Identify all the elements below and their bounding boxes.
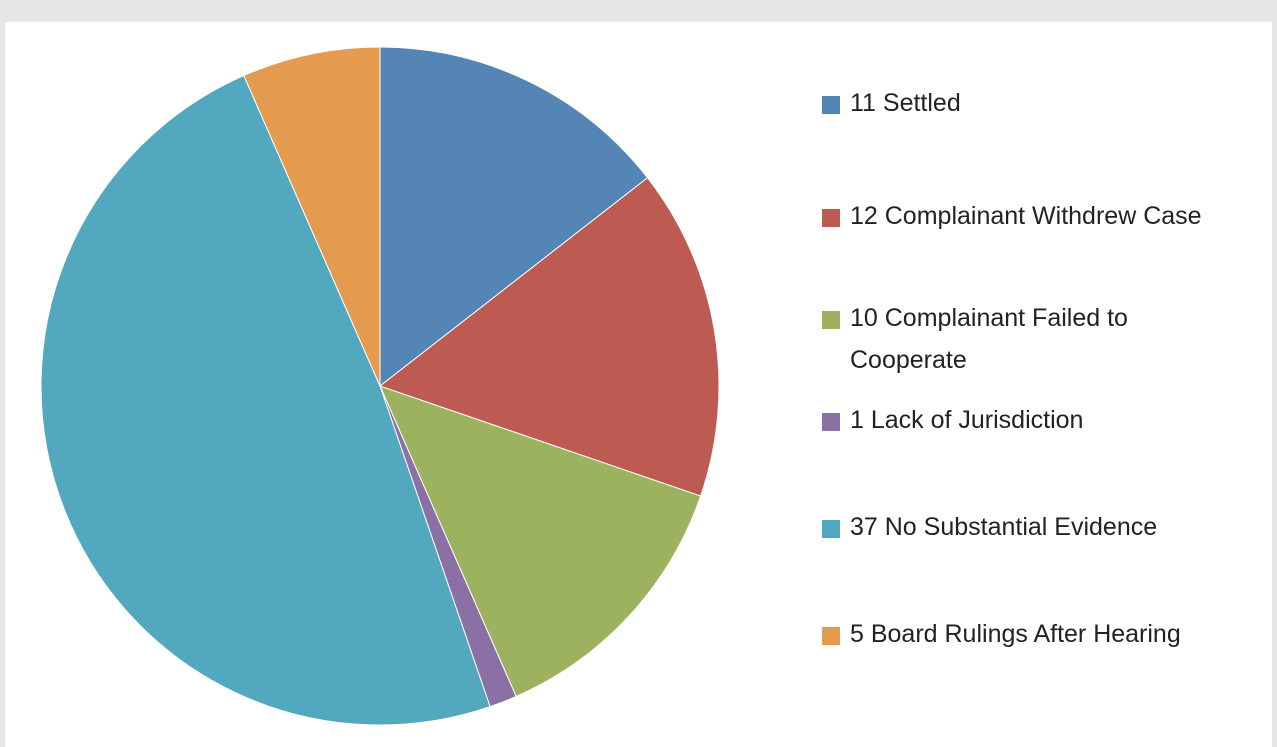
legend-swatch (822, 209, 840, 227)
legend-item: 12 Complainant Withdrew Case (822, 202, 1210, 237)
pie-slice (40, 74, 491, 726)
pie-slice (243, 46, 381, 387)
legend-swatch (822, 413, 840, 431)
legend-swatch (822, 311, 840, 329)
legend-item: 11 Settled (822, 89, 1210, 124)
legend-label: 1 Lack of Jurisdiction (850, 406, 1084, 434)
legend-label: 5 Board Rulings After Hearing (850, 620, 1181, 648)
legend-label: 10 Complainant Failed to Cooperate (850, 304, 1128, 374)
legend-item: 5 Board Rulings After Hearing (822, 620, 1210, 655)
pie-slice (379, 385, 702, 698)
legend-swatch (822, 627, 840, 645)
legend-swatch (822, 96, 840, 114)
legend-item: 37 No Substantial Evidence (822, 513, 1210, 548)
legend-swatch (822, 520, 840, 538)
pie-slice (379, 46, 649, 388)
legend-item: 10 Complainant Failed to Cooperate (822, 304, 1210, 381)
legend-label: 37 No Substantial Evidence (850, 513, 1158, 541)
legend-label: 11 Settled (850, 89, 961, 117)
legend-item: 1 Lack of Jurisdiction (822, 406, 1210, 441)
pie-slice (378, 177, 720, 497)
legend-label: 12 Complainant Withdrew Case (850, 202, 1202, 230)
